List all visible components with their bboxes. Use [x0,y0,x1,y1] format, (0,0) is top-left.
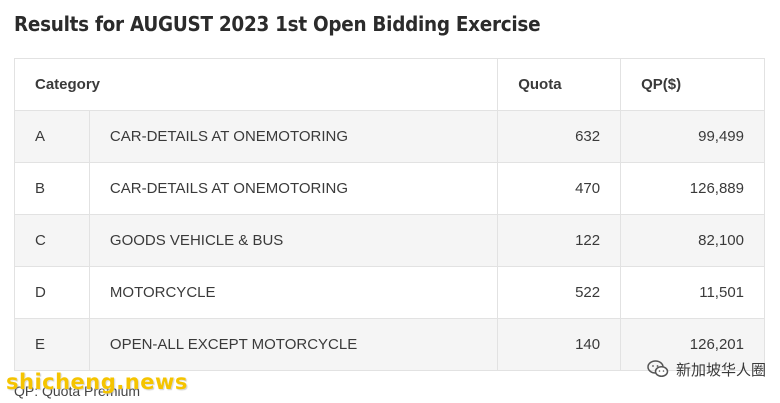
table-row: C GOODS VEHICLE & BUS 122 82,100 [14,214,765,267]
cell-category: D [14,266,90,319]
wechat-icon [647,360,669,378]
cell-description: OPEN-ALL EXCEPT MOTORCYCLE [88,318,499,371]
cell-quota: 522 [497,266,622,319]
table-header-row: Category Quota QP($) [13,58,765,111]
table-row: A CAR-DETAILS AT ONEMOTORING 632 99,499 [14,110,765,163]
cell-quota: 122 [497,214,622,267]
cell-category: E [14,318,90,371]
cell-category: A [14,110,90,163]
table-row: E OPEN-ALL EXCEPT MOTORCYCLE 140 126,201 [14,318,765,371]
header-quota: Quota [497,58,622,111]
cell-description: MOTORCYCLE [88,266,499,319]
cell-qp: 99,499 [620,110,765,163]
cell-qp: 126,889 [620,162,765,215]
wechat-badge: 新加坡华人圈 [646,357,766,381]
cell-quota: 632 [497,110,622,163]
cell-category: C [14,214,90,267]
page-title: Results for AUGUST 2023 1st Open Bidding… [14,12,541,36]
footnote: QP: Quota Premium [14,383,141,399]
header-qp: QP($) [620,58,765,111]
cell-quota: 140 [497,318,622,371]
cell-category: B [14,162,90,215]
table-row: B CAR-DETAILS AT ONEMOTORING 470 126,889 [14,162,765,215]
header-category: Category [13,58,499,111]
cell-qp: 11,501 [620,266,765,319]
table-row: D MOTORCYCLE 522 11,501 [14,266,765,319]
cell-description: GOODS VEHICLE & BUS [88,214,499,267]
cell-description: CAR-DETAILS AT ONEMOTORING [88,162,499,215]
watermark: shicheng.news [6,370,188,394]
cell-qp: 82,100 [620,214,765,267]
cell-qp: 126,201 [620,318,765,371]
cell-description: CAR-DETAILS AT ONEMOTORING [88,110,499,163]
results-table: Category Quota QP($) A CAR-DETAILS AT ON… [13,58,765,371]
wechat-account-label: 新加坡华人圈 [675,361,766,379]
cell-quota: 470 [497,162,622,215]
